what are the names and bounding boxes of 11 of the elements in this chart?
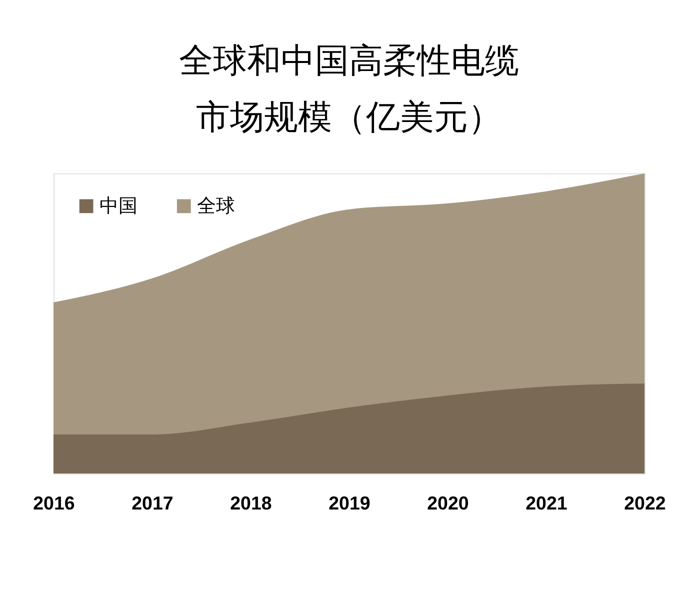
x-tick-label: 2022	[624, 492, 666, 514]
legend-label: 全球	[197, 196, 236, 217]
text: 市场规模（亿美元）	[196, 97, 502, 136]
x-tick-label: 2018	[230, 492, 272, 514]
legend-label: 中国	[99, 196, 138, 217]
x-tick-label: 2021	[526, 492, 568, 514]
x-tick-label: 2017	[132, 492, 174, 514]
x-tick-label: 2020	[427, 492, 469, 514]
text: 全球和中国高柔性电缆	[179, 41, 519, 80]
x-tick-label: 2019	[328, 492, 370, 514]
x-tick-label: 2016	[33, 492, 75, 514]
